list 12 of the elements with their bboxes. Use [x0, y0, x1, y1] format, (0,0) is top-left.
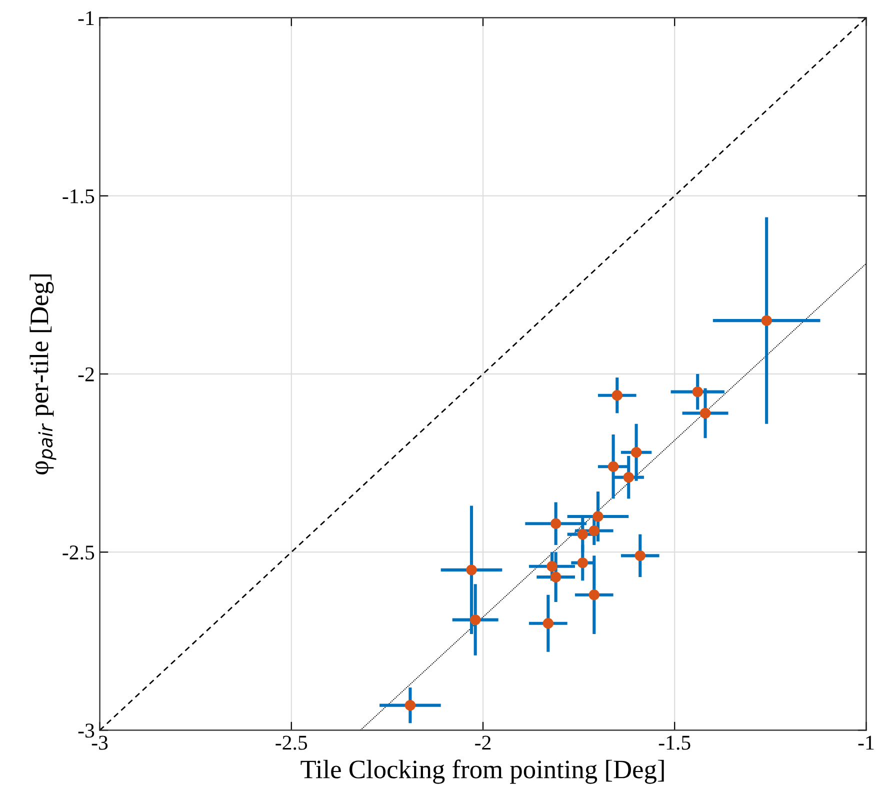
y-axis-title: φ$_{pair}$ per-tile [Deg]	[30, 274, 56, 474]
x-tick-label: -1	[858, 736, 874, 750]
x-tick-label: -2	[475, 736, 491, 750]
x-tick-label: -3	[92, 736, 108, 750]
x-tick-label: -1.5	[658, 736, 690, 750]
y-tick-label: -2	[78, 367, 94, 382]
y-tick-label: -1	[78, 11, 94, 25]
x-tick-label: -2.5	[276, 736, 308, 750]
y-tick-label: -2.5	[62, 546, 94, 560]
x-axis-title: Tile Clocking from pointing [Deg]	[300, 760, 664, 784]
y-tick-label: -1.5	[62, 189, 94, 204]
y-tick-label: -3	[78, 724, 94, 738]
